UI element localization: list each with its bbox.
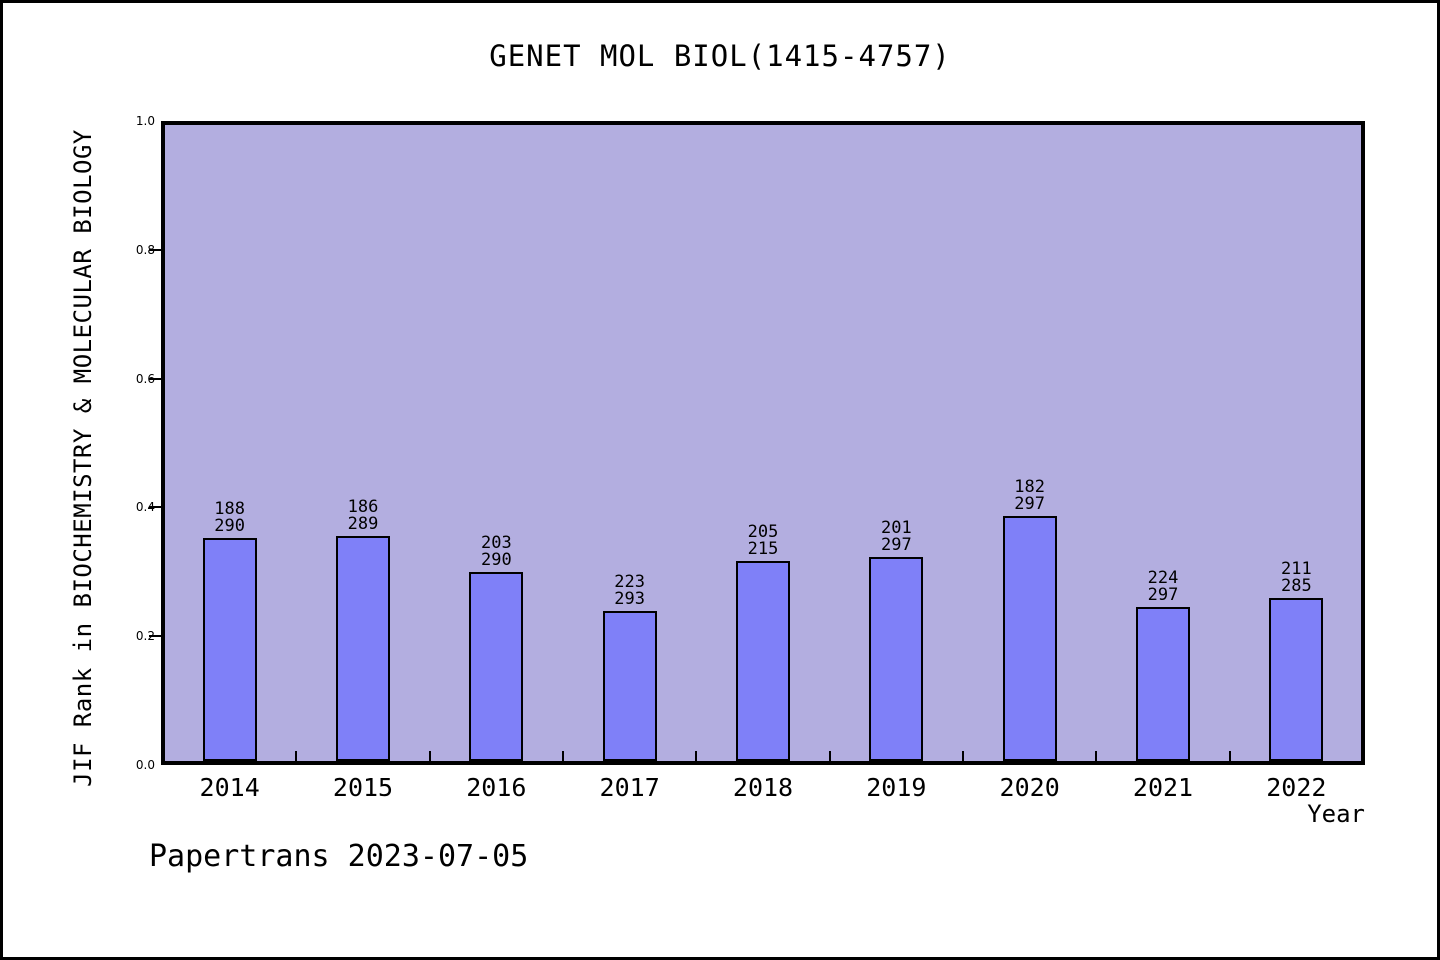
x-category-label-2022: 2022 bbox=[1266, 773, 1327, 802]
y-tick-label: 0.8 bbox=[135, 242, 155, 257]
footer-note: Papertrans 2023-07-05 bbox=[149, 839, 529, 874]
x-tick-mark bbox=[295, 751, 298, 761]
bar-2022 bbox=[1269, 598, 1324, 761]
bar-value-label-2014: 188 290 bbox=[214, 499, 246, 536]
y-tick-mark bbox=[149, 377, 161, 380]
bar-2018 bbox=[736, 561, 790, 761]
bar-value-label-2015: 186 289 bbox=[347, 497, 379, 534]
x-category-label-2015: 2015 bbox=[332, 773, 394, 802]
y-tick-label: 1.0 bbox=[135, 114, 155, 128]
x-category-label-2017: 2017 bbox=[599, 773, 660, 802]
chart-title: GENET MOL BIOL(1415-4757) bbox=[489, 39, 951, 73]
bar-2020 bbox=[1002, 516, 1057, 761]
x-tick-mark bbox=[695, 751, 698, 761]
y-tick-label: 0.2 bbox=[135, 629, 155, 644]
x-category-label-2014: 2014 bbox=[199, 773, 260, 802]
y-tick-mark bbox=[149, 248, 161, 251]
x-tick-mark bbox=[962, 751, 964, 761]
bar-2019 bbox=[869, 557, 924, 761]
x-category-label-2018: 2018 bbox=[732, 773, 794, 802]
bar-value-label-2019: 201 297 bbox=[880, 518, 912, 555]
bar-value-label-2017: 223 293 bbox=[614, 572, 646, 609]
y-tick-mark bbox=[149, 506, 161, 509]
x-axis-label: Year bbox=[1307, 800, 1365, 828]
bar-value-label-2021: 224 297 bbox=[1147, 568, 1179, 605]
bar-value-label-2022: 211 285 bbox=[1280, 559, 1312, 596]
x-tick-mark bbox=[1095, 751, 1098, 761]
x-tick-mark bbox=[562, 751, 564, 761]
y-tick-label: 0.6 bbox=[135, 371, 155, 386]
x-tick-mark bbox=[828, 751, 831, 761]
x-category-label-2019: 2019 bbox=[866, 773, 927, 802]
x-category-label-2021: 2021 bbox=[1132, 773, 1194, 802]
x-category-label-2016: 2016 bbox=[466, 773, 527, 802]
y-tick-label: 0.4 bbox=[135, 500, 155, 515]
bar-2016 bbox=[469, 572, 524, 761]
x-category-label-2020: 2020 bbox=[999, 773, 1060, 802]
bar-2015 bbox=[336, 536, 390, 761]
bar-value-label-2020: 182 297 bbox=[1014, 477, 1046, 514]
bar-value-label-2016: 203 290 bbox=[480, 533, 512, 570]
bar-2017 bbox=[602, 611, 657, 761]
x-tick-mark bbox=[1228, 751, 1231, 761]
bar-2021 bbox=[1136, 607, 1190, 761]
y-axis-label: JIF Rank in BIOCHEMISTRY & MOLECULAR BIO… bbox=[69, 129, 97, 787]
x-tick-mark bbox=[428, 751, 431, 761]
bar-value-label-2018: 205 215 bbox=[747, 522, 779, 559]
y-tick-label: 0.0 bbox=[135, 758, 155, 772]
bar-2014 bbox=[202, 538, 257, 761]
y-tick-mark bbox=[149, 635, 161, 638]
